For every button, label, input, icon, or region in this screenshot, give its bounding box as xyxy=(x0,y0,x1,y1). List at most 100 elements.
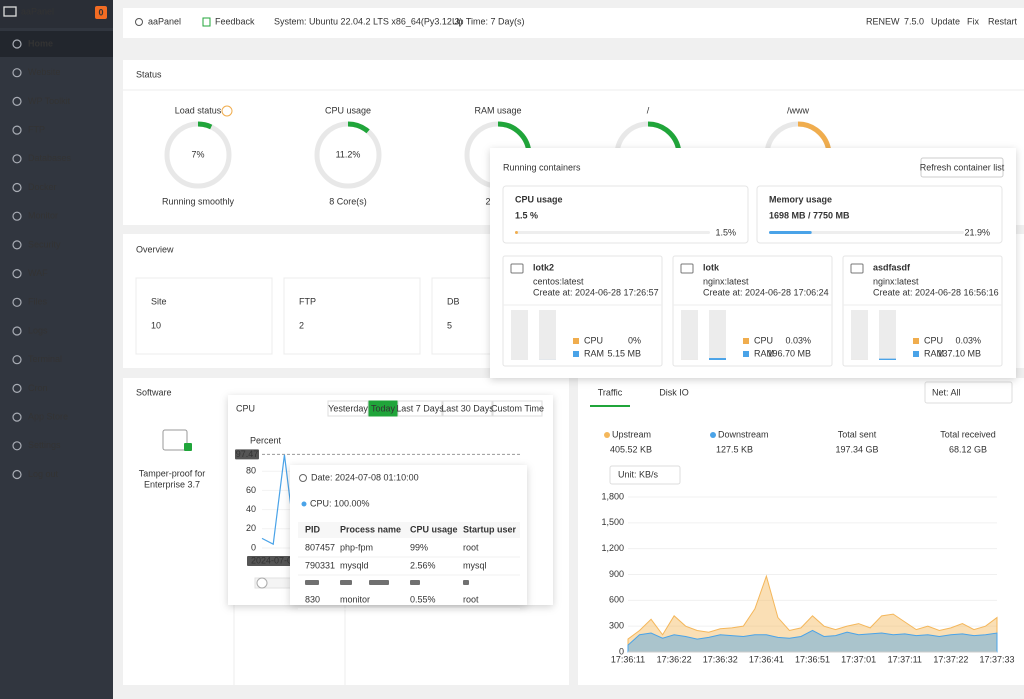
table-cell: root xyxy=(463,594,479,604)
gauge-caption: Running smoothly xyxy=(162,196,235,206)
container-name[interactable]: asdfasdf xyxy=(873,262,911,272)
menu-item[interactable]: Databases xyxy=(28,153,72,163)
menu-item[interactable]: Cron xyxy=(28,383,48,393)
menu-icon xyxy=(12,125,22,135)
time-tab xyxy=(492,400,543,417)
usage-text: 1698 MB / 7750 MB xyxy=(769,210,850,220)
legend-dot xyxy=(604,432,610,438)
usage-label: Memory usage xyxy=(769,194,832,204)
tab-text[interactable]: Yesterday xyxy=(328,403,368,413)
time-tab xyxy=(397,400,443,417)
y-tick-label: 900 xyxy=(609,569,624,579)
badge xyxy=(95,6,107,19)
table-cell: php-fpm xyxy=(340,542,373,552)
tab[interactable]: Disk IO xyxy=(659,387,689,397)
y-tick-label: 1,800 xyxy=(601,491,624,501)
uptime: Up Time: 7 Day(s) xyxy=(452,16,525,26)
menu-item[interactable]: WP Toolkit xyxy=(28,96,71,106)
stat-value: 127.5 KB xyxy=(716,444,753,454)
slider-handle xyxy=(256,577,268,589)
legend-label: CPU xyxy=(924,335,943,345)
menu-item[interactable]: Log out xyxy=(28,469,59,479)
gauge-label: /www xyxy=(787,105,809,115)
overview-card xyxy=(283,277,421,355)
legend-label: RAM xyxy=(754,348,774,358)
x-tick-label: 17:37:33 xyxy=(979,654,1014,664)
y-tick-label: 20 xyxy=(246,523,256,533)
x-tick-label: 17:37:22 xyxy=(933,654,968,664)
stat-value: 197.34 GB xyxy=(835,444,878,454)
menu-item[interactable]: Logs xyxy=(28,325,48,335)
y-tick-label: 60 xyxy=(246,485,256,495)
menu-icon xyxy=(12,96,22,107)
section-title: Software xyxy=(136,387,172,397)
button xyxy=(920,157,1004,178)
unit-select xyxy=(609,465,681,485)
card-label: FTP xyxy=(299,296,316,306)
y-tick-label: 40 xyxy=(246,504,256,514)
menu-item[interactable]: Docker xyxy=(28,182,57,192)
container-image: centos:latest xyxy=(533,276,584,286)
unit-text[interactable]: Unit: KB/s xyxy=(618,469,659,479)
tab-text[interactable]: Last 30 Days xyxy=(441,403,494,413)
topbar xyxy=(123,8,1024,38)
table-header-cell: Process name xyxy=(340,524,401,534)
card-label: DB xyxy=(447,296,460,306)
menu-item[interactable]: Security xyxy=(28,239,61,249)
progress-label: 21.9% xyxy=(964,227,990,237)
menu-item[interactable]: App Store xyxy=(28,411,68,421)
menu-icon xyxy=(12,154,22,164)
container-image: nginx:latest xyxy=(703,276,749,286)
table-cell: 2.56% xyxy=(410,560,436,570)
legend-swatch xyxy=(913,338,919,344)
legend-label: RAM xyxy=(584,348,604,358)
section-title: Status xyxy=(136,69,162,79)
menu-item[interactable]: Terminal xyxy=(28,354,62,364)
card-value: 10 xyxy=(151,320,161,330)
container-icon xyxy=(850,263,864,274)
user-icon xyxy=(135,18,143,26)
usage-label: CPU usage xyxy=(515,194,563,204)
menu-icon xyxy=(12,211,22,221)
renew[interactable]: RENEW xyxy=(866,16,900,26)
tab-text[interactable]: Today xyxy=(371,403,396,413)
tab-text[interactable]: Custom Time xyxy=(491,403,544,413)
menu-item[interactable]: Monitor xyxy=(28,211,58,221)
cpu-dot xyxy=(301,501,307,507)
menu-item[interactable]: Settings xyxy=(28,440,61,450)
button-text[interactable]: Refresh container list xyxy=(920,162,1005,172)
legend-value: 5.15 MB xyxy=(607,348,641,358)
tab-text[interactable]: Last 7 Days xyxy=(396,403,444,413)
table-cell: root xyxy=(463,542,479,552)
x-tick-label: 17:37:01 xyxy=(841,654,876,664)
y-tick-label: 0 xyxy=(251,542,256,552)
select-text[interactable]: Net: All xyxy=(932,387,961,397)
blurred-cell xyxy=(369,580,389,585)
feedback[interactable]: Feedback xyxy=(215,16,255,26)
menu-item[interactable]: Website xyxy=(28,67,60,77)
progress-track xyxy=(769,231,964,234)
legend-value: 0% xyxy=(628,335,641,345)
gauge-label: Load status xyxy=(175,105,222,115)
container-created: Create at: 2024-06-28 16:56:16 xyxy=(873,287,999,297)
menu-item[interactable]: Files xyxy=(28,297,48,307)
update[interactable]: Update xyxy=(931,16,960,26)
time-tag-label: 2024-07-08 xyxy=(251,555,297,565)
time-tab xyxy=(442,400,493,417)
container-name[interactable]: lotk2 xyxy=(533,262,554,272)
table-header-cell: Startup user xyxy=(463,524,517,534)
menu-item[interactable]: FTP xyxy=(28,124,45,134)
container-name[interactable]: lotk xyxy=(703,262,720,272)
tab[interactable]: Traffic xyxy=(598,387,623,397)
section-title: Overview xyxy=(136,244,174,254)
menu-item[interactable]: Home xyxy=(28,38,53,48)
fix[interactable]: Fix xyxy=(967,16,979,26)
gauge-value: 11.2% xyxy=(336,149,361,159)
legend-label: RAM xyxy=(924,348,944,358)
legend-swatch xyxy=(913,351,919,357)
restart[interactable]: Restart xyxy=(988,16,1018,26)
time-tab xyxy=(327,400,369,417)
menu-item[interactable]: WAF xyxy=(28,268,48,278)
y-tick-label: 0 xyxy=(619,646,624,656)
gauge-label: / xyxy=(647,105,650,115)
